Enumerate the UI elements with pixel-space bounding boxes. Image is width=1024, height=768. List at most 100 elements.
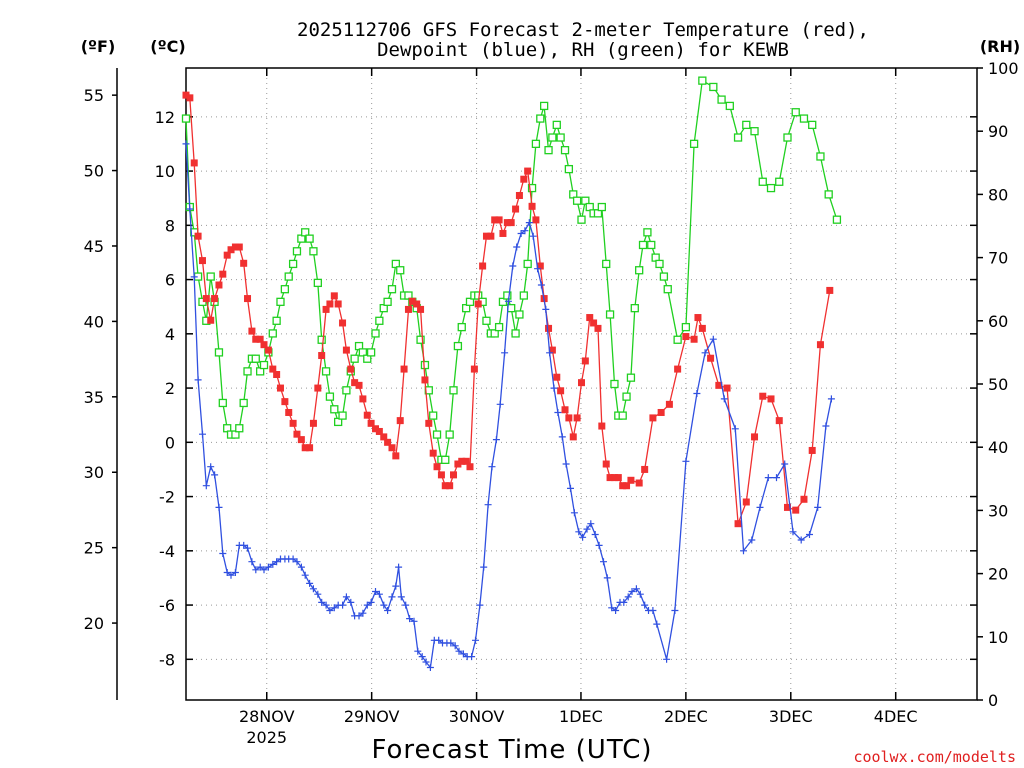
rh-point <box>791 108 800 117</box>
celsius-tick-label: -6 <box>159 596 175 615</box>
dewpoint-point <box>375 590 383 598</box>
temperature-point <box>194 232 202 240</box>
dewpoint-point <box>546 349 554 357</box>
dewpoint-point <box>504 297 512 305</box>
dewpoint-point <box>575 528 583 536</box>
time-tick-label: 4DEC <box>874 707 918 726</box>
dewpoint-point <box>273 558 281 566</box>
year-label: 2025 <box>246 728 287 747</box>
rh-tick-label: 30 <box>988 501 1008 520</box>
time-tick-label: 1DEC <box>559 707 603 726</box>
temperature-point <box>408 297 416 305</box>
chart-title-line-2: Dewpoint (blue), RH (green) for KEWB <box>377 39 789 61</box>
rh-point <box>371 329 380 338</box>
temperature-point <box>363 411 371 419</box>
dewpoint-point <box>603 574 611 582</box>
dewpoint-point <box>347 598 355 606</box>
temperature-point <box>441 482 449 490</box>
dewpoint-point <box>330 604 338 612</box>
temperature-point <box>610 474 618 482</box>
time-tick-label: 3DEC <box>769 707 813 726</box>
dewpoint-point <box>701 349 709 357</box>
temperature-point <box>532 216 540 224</box>
temperature-point <box>198 257 206 265</box>
rh-point <box>383 297 392 306</box>
rh-point <box>626 373 636 382</box>
rh-point <box>309 247 318 256</box>
dewpoint-point <box>182 140 190 148</box>
rh-point <box>453 341 463 351</box>
dewpoint-point <box>671 607 679 614</box>
rh-point <box>597 202 606 212</box>
temperature-point <box>314 384 322 392</box>
rh-point <box>539 101 549 111</box>
temperature-point <box>581 357 589 365</box>
temperature-point <box>392 452 400 460</box>
dewpoint-point <box>620 598 628 606</box>
dewpoint-point <box>537 281 545 289</box>
celsius-tick-label: 0 <box>165 433 175 452</box>
temperature-point <box>783 503 791 511</box>
dewpoint-point <box>525 219 533 227</box>
rh-point <box>618 411 627 420</box>
temperature-point <box>573 414 581 422</box>
series-layer <box>181 76 842 671</box>
rh-point <box>292 247 302 256</box>
dewpoint-point <box>624 593 632 601</box>
temperature-point <box>553 373 561 381</box>
rh-point <box>556 133 565 142</box>
rh-point <box>531 139 541 148</box>
temperature-point <box>598 422 606 430</box>
temperature-point <box>466 463 474 471</box>
dewpoint-point <box>682 457 690 465</box>
rh-point <box>643 228 652 237</box>
rh-point <box>375 316 384 325</box>
rh-point <box>717 95 726 104</box>
dewpoint-point <box>202 482 210 490</box>
dewpoint-point <box>534 265 542 273</box>
rh-tick-label: 60 <box>988 312 1008 331</box>
dewpoint-point <box>797 536 805 544</box>
dewpoint-point <box>269 560 277 568</box>
rh-tick-label: 100 <box>988 59 1019 78</box>
time-tick-label: 28NOV <box>239 707 295 726</box>
dewpoint-point <box>297 563 305 571</box>
dewpoint-point <box>322 601 330 609</box>
dewpoint-point <box>264 563 272 571</box>
dewpoint-point <box>372 588 379 595</box>
rh-point <box>673 335 682 344</box>
celsius-axis: -8 -6 -4 -2 0 2 4 6 8 10 12 <box>155 108 977 669</box>
dewpoint-point <box>207 463 215 471</box>
dewpoint-point <box>359 609 367 617</box>
temperature-point <box>207 316 215 324</box>
rh-tick-label: 10 <box>988 628 1008 647</box>
credit-text: coolwx.com/modelts <box>853 748 1016 766</box>
temperature-point <box>462 457 470 465</box>
fahrenheit-tick-label: 25 <box>84 539 104 558</box>
temperature-point <box>674 365 682 373</box>
temperature-point <box>293 430 301 438</box>
rh-point <box>396 266 405 275</box>
rh-point <box>527 183 537 193</box>
dewpoint-point <box>435 636 443 644</box>
rh-point <box>272 316 281 325</box>
celsius-tick-label: 2 <box>165 379 175 398</box>
dewpoint-point <box>550 384 558 392</box>
temperature-point <box>347 365 355 373</box>
temperature-point <box>306 444 314 452</box>
celsius-tick-label: 10 <box>155 162 175 181</box>
temperature-point <box>446 482 454 490</box>
rh-point <box>251 354 260 363</box>
dewpoint-point <box>418 653 426 661</box>
temperature-point <box>413 300 421 308</box>
dewpoint-point <box>388 593 396 601</box>
temperature-point <box>698 324 706 332</box>
dewpoint-point <box>476 601 484 609</box>
dewpoint-point <box>402 601 410 609</box>
celsius-tick-label: -4 <box>159 542 175 561</box>
rh-axis-unit: (RH) <box>980 37 1020 56</box>
rh-point <box>577 215 586 224</box>
rh-point <box>602 259 611 269</box>
time-tick-label: 2DEC <box>664 707 708 726</box>
time-tick-label: 29NOV <box>344 707 400 726</box>
